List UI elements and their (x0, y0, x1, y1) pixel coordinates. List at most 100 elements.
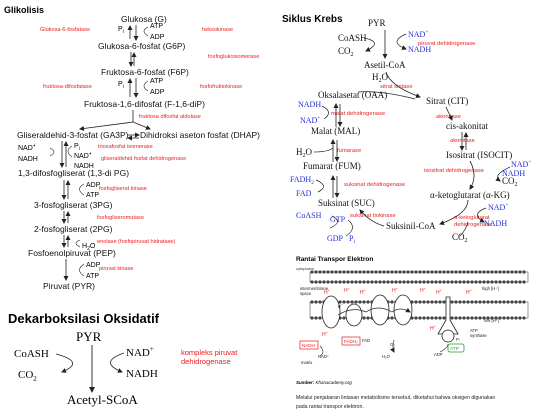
oxidative-decarboxylation-panel: Dekarboksilasi Oksidatif PYR CoASH NAD+ … (8, 311, 238, 407)
lipid-head (362, 270, 366, 274)
krebs-coash-label: CoASH (338, 33, 367, 43)
lipid-head (502, 300, 506, 304)
atp-synthase-label-2: synthase (470, 333, 487, 338)
lipid-head (342, 300, 346, 304)
lipid-head (478, 280, 482, 284)
etc-fad-label: FAD (362, 338, 370, 343)
krebs-panel: Siklus Krebs PYR CoASH CO2 Asetil-CoA H2… (282, 14, 531, 245)
lipid-head (482, 270, 486, 274)
lipid-head (370, 280, 374, 284)
lipid-head (486, 300, 490, 304)
lipid-head (326, 270, 330, 274)
lipid-head (450, 316, 454, 320)
pg2-label: 2-fosfogliserat (2PG) (34, 224, 113, 234)
lipid-head (442, 270, 446, 274)
enzyme-pgk: fosfogliserat kinase (99, 186, 147, 192)
krebs-nad-label-3: NAD+ (511, 159, 531, 169)
lipid-head (454, 300, 458, 304)
lipid-head (474, 280, 478, 284)
caption-line-2: pada rantai transpor elektron. (296, 404, 364, 410)
lipid-head (362, 300, 366, 304)
lipid-head (494, 280, 498, 284)
lipid-head (422, 300, 426, 304)
enzyme-f16pase: fruktosa-difosfatase (43, 84, 92, 90)
krebs-enzyme-sucl: suksinat tiokinase (350, 213, 396, 219)
lipid-head (398, 280, 402, 284)
lipid-head (442, 280, 446, 284)
lipid-head (330, 270, 334, 274)
lipid-head (322, 270, 326, 274)
atp-label-2: ATP (150, 78, 163, 85)
lipid-head (366, 300, 370, 304)
lipid-head (458, 316, 462, 320)
lipid-head (446, 270, 450, 274)
krebs-enzyme-aconitase-2: akonitase (450, 138, 475, 144)
adp-label-3: ADP (86, 182, 101, 189)
krebs-oaa-label: Oksalasetat (OAA) (318, 90, 387, 100)
lipid-head (470, 316, 474, 320)
krebs-nadh-label-3: NADH (502, 169, 525, 178)
lipid-head (518, 300, 522, 304)
lipid-head (418, 280, 422, 284)
etc-nad-label: NAD⁺ (318, 354, 329, 359)
lipid-head (378, 270, 382, 274)
lipid-head (418, 316, 422, 320)
enzyme-pfk: fosfofruktokinase (200, 84, 242, 90)
proton-7: H+ (466, 289, 472, 296)
lipid-head (414, 270, 418, 274)
lipid-head (454, 316, 458, 320)
lipid-head (482, 300, 486, 304)
lipid-head (326, 280, 330, 284)
krebs-enzyme-pdh: piruvat dehidrogenase (418, 41, 475, 47)
lipid-head (318, 270, 322, 274)
lipid-head (382, 280, 386, 284)
pg3-label: 3-fosfogliserat (3PG) (34, 200, 113, 210)
krebs-fadh2-label: FADH2 (290, 175, 314, 186)
krebs-title: Siklus Krebs (282, 14, 343, 25)
lipid-head (490, 270, 494, 274)
enzyme-pgi: fosfoglukoisomerase (208, 54, 259, 60)
enzyme-hexokinase: heksokinase (202, 27, 233, 33)
lipid-head (438, 316, 442, 320)
lipid-head (402, 270, 406, 274)
krebs-co2-label-3: CO2 (452, 232, 468, 244)
krebs-cit-label: Sitrat (CIT) (426, 96, 468, 106)
krebs-mal-label: Malat (MAL) (311, 126, 360, 136)
lipid-head (330, 280, 334, 284)
krebs-co2-label-1: CO2 (338, 46, 354, 58)
dc-nadh-label: NADH (126, 368, 158, 380)
krebs-enzyme-idh: isositrat dehidrogenase (424, 168, 484, 174)
krebs-co2-label-2: CO2 (502, 176, 518, 188)
lipid-head (470, 300, 474, 304)
lipid-head (478, 316, 482, 320)
lipid-head (490, 300, 494, 304)
lipid-head (462, 316, 466, 320)
lipid-head (522, 280, 526, 284)
lipid-head (414, 280, 418, 284)
lipid-head (454, 280, 458, 284)
lipid-head (394, 280, 398, 284)
lipid-head (458, 300, 462, 304)
krebs-fum-label: Fumarat (FUM) (303, 161, 361, 171)
lipid-head (414, 300, 418, 304)
enzyme-pk: piruvat kinase (99, 266, 134, 272)
proton-2: H+ (344, 287, 350, 294)
etc-fadh2-box (341, 336, 361, 346)
krebs-gdp-label: GDP (327, 234, 344, 243)
dc-nad-label: NAD+ (126, 345, 154, 359)
lipid-head (318, 300, 322, 304)
lipid-head (322, 280, 326, 284)
lipid-head (338, 270, 342, 274)
lipid-head (518, 280, 522, 284)
lipid-head (442, 316, 446, 320)
bpg-label: 1,3-difosfogliserat (1,3-di PG) (18, 168, 129, 178)
lipid-head (506, 280, 510, 284)
dc-enzyme-line1: kompleks piruvat (181, 348, 238, 357)
lipid-head (430, 300, 434, 304)
glycolysis-title: Glikolisis (4, 5, 44, 15)
lipid-head (458, 270, 462, 274)
proton-9: H+ (322, 331, 328, 338)
lipid-head (422, 280, 426, 284)
pyr-label: Piruvat (PYR) (43, 281, 95, 291)
proton-8: H+ (430, 325, 436, 332)
